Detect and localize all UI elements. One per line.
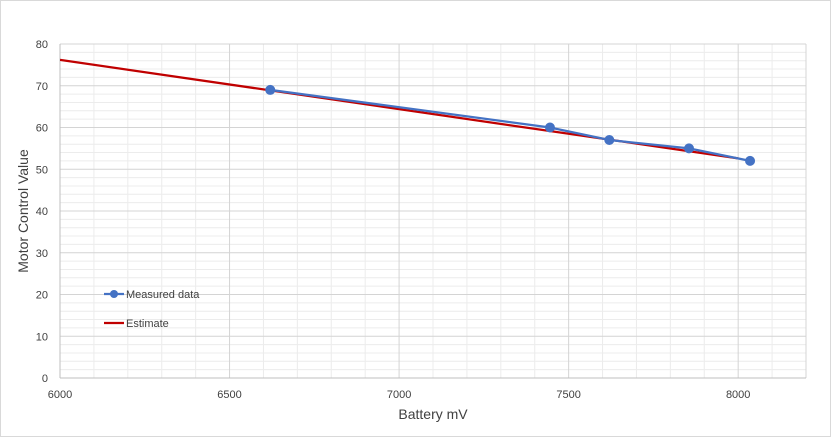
x-tick-label: 6500 xyxy=(217,389,241,401)
legend-label-measured-data: Measured data xyxy=(126,289,200,301)
y-tick-label: 10 xyxy=(36,331,48,343)
x-tick-labels: 6000 6500 7000 7500 8000 xyxy=(48,389,751,401)
y-axis-title: Motor Control Value xyxy=(15,149,31,273)
grid-major xyxy=(59,43,807,379)
y-tick-label: 70 xyxy=(36,81,48,93)
y-tick-labels: 0 10 20 30 40 50 60 70 80 xyxy=(36,39,48,385)
legend-marker-measured-data xyxy=(110,290,118,298)
y-tick-label: 80 xyxy=(36,39,48,51)
x-tick-label: 7500 xyxy=(556,389,580,401)
y-tick-label: 20 xyxy=(36,290,48,302)
x-axis-title: Battery mV xyxy=(398,406,468,422)
data-point-measured-data xyxy=(544,122,555,133)
data-point-measured-data xyxy=(604,135,615,146)
x-tick-label: 6000 xyxy=(48,389,72,401)
legend: Measured data Estimate xyxy=(104,289,200,330)
data-point-measured-data xyxy=(745,155,756,166)
y-tick-label: 30 xyxy=(36,248,48,260)
data-point-measured-data xyxy=(265,84,276,95)
y-tick-label: 50 xyxy=(36,164,48,176)
y-tick-label: 40 xyxy=(36,206,48,218)
y-tick-label: 0 xyxy=(42,373,48,385)
x-tick-label: 7000 xyxy=(387,389,411,401)
series-layer xyxy=(60,58,756,166)
y-tick-label: 60 xyxy=(36,123,48,135)
legend-label-estimate: Estimate xyxy=(126,318,169,330)
x-tick-label: 8000 xyxy=(726,389,750,401)
data-point-measured-data xyxy=(684,143,695,154)
